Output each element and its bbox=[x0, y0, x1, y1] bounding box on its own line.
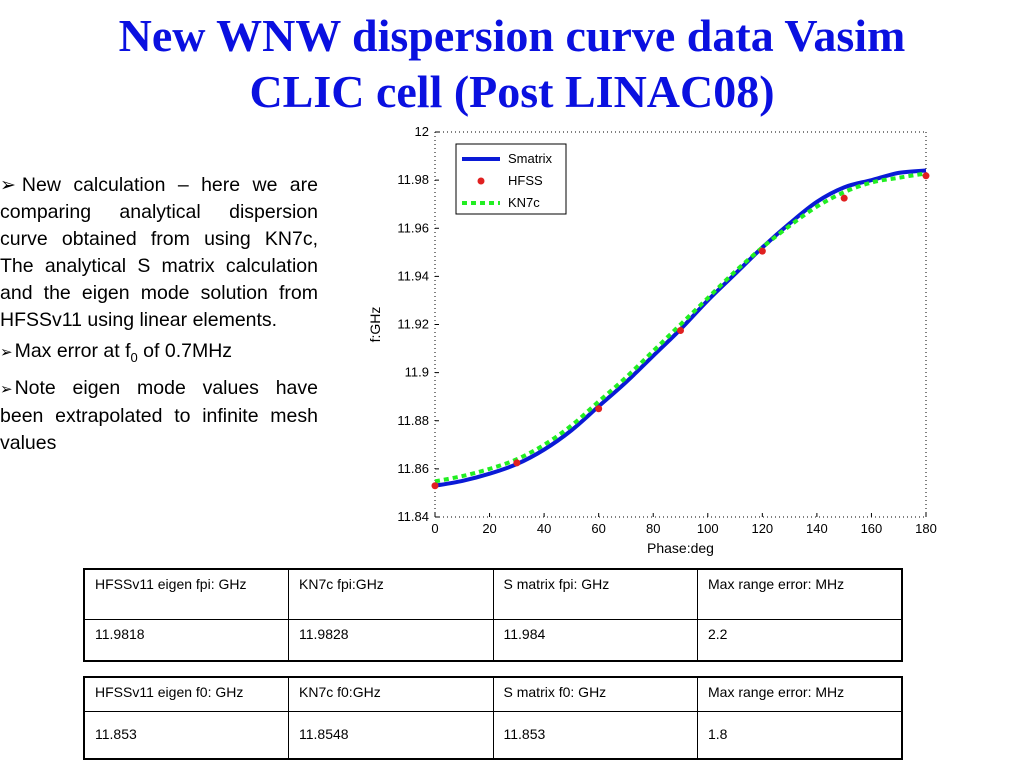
legend-swatch-hfss bbox=[477, 177, 485, 185]
x-tick-label: 180 bbox=[915, 521, 937, 536]
y-tick-label: 11.96 bbox=[397, 220, 429, 235]
hfss-data-point bbox=[758, 247, 766, 255]
table-header-cell: HFSSv11 eigen fpi: GHz bbox=[83, 568, 289, 620]
series-layer bbox=[431, 168, 930, 490]
table-row: 11.853 11.8548 11.853 1.8 bbox=[83, 710, 903, 760]
hfss-data-point bbox=[922, 172, 930, 180]
y-tick-label: 11.92 bbox=[397, 317, 429, 332]
table-cell: 11.9818 bbox=[83, 618, 289, 662]
table-row: 11.9818 11.9828 11.984 2.2 bbox=[83, 618, 903, 662]
table-header-cell: KN7c f0:GHz bbox=[288, 676, 494, 712]
bullet-list: ➢ New calculation – here we are comparing… bbox=[0, 172, 318, 461]
y-tick-label: 11.98 bbox=[397, 172, 429, 187]
bullet-text: Max error at f bbox=[14, 340, 131, 362]
table-header-cell: HFSSv11 eigen f0: GHz bbox=[83, 676, 289, 712]
arrow-bullet-icon: ➢ bbox=[0, 380, 13, 398]
x-tick-label: 160 bbox=[861, 521, 883, 536]
slide-title-line2: CLIC cell (Post LINAC08) bbox=[249, 66, 775, 117]
x-tick-label: 20 bbox=[482, 521, 496, 536]
bullet-item-max-error: ➢ Max error at f0 of 0.7MHz bbox=[0, 338, 318, 371]
table-header-cell: Max range error: MHz bbox=[697, 568, 903, 620]
x-tick-label: 60 bbox=[591, 521, 605, 536]
table-header-cell: KN7c fpi:GHz bbox=[288, 568, 494, 620]
y-tick-label: 11.88 bbox=[397, 413, 429, 428]
y-tick-label: 11.9 bbox=[405, 365, 429, 380]
slide-title: New WNW dispersion curve data Vasim CLIC… bbox=[0, 8, 1024, 120]
table-cell: 11.853 bbox=[492, 710, 698, 760]
table-header-row: HFSSv11 eigen f0: GHz KN7c f0:GHz S matr… bbox=[83, 676, 903, 712]
legend-entry-kn7c: KN7c bbox=[508, 195, 540, 210]
legend: Smatrix HFSS KN7c bbox=[455, 143, 567, 215]
y-tick-label: 11.94 bbox=[397, 268, 429, 283]
hfss-data-point bbox=[595, 405, 603, 413]
x-tick-label: 40 bbox=[537, 521, 551, 536]
table-header-cell: S matrix fpi: GHz bbox=[492, 568, 698, 620]
table-cell: 2.2 bbox=[697, 618, 903, 662]
table-header-cell: Max range error: MHz bbox=[697, 676, 903, 712]
bullet-text: New calculation – here we are comparing … bbox=[0, 174, 318, 331]
axes: 0 20 40 60 80 100 120 140 160 180 11.84 11.86 11.88 1… bbox=[367, 124, 937, 556]
arrow-bullet-icon: ➢ bbox=[0, 344, 13, 361]
bullet-item-eigen-note: ➢ Note eigen mode values have been extrap… bbox=[0, 375, 318, 457]
series-line-kn7c bbox=[434, 171, 927, 484]
table-header-cell: S matrix f0: GHz bbox=[492, 676, 698, 712]
table-cell: 11.984 bbox=[492, 618, 698, 662]
table-cell: 11.9828 bbox=[288, 618, 494, 662]
bullet-text-suffix: of 0.7MHz bbox=[137, 340, 233, 362]
x-axis-title: Phase:deg bbox=[647, 540, 714, 556]
bullet-text: Note eigen mode values have been extrapo… bbox=[0, 376, 318, 454]
y-tick-label: 11.84 bbox=[397, 509, 429, 524]
x-tick-label: 100 bbox=[697, 521, 719, 536]
x-tick-label: 80 bbox=[646, 521, 660, 536]
legend-entry-smatrix: Smatrix bbox=[508, 151, 553, 166]
table-cell: 11.8548 bbox=[288, 710, 494, 760]
table-cell: 11.853 bbox=[83, 710, 289, 760]
slide-title-line1: New WNW dispersion curve data Vasim bbox=[118, 10, 906, 61]
fpi-table: HFSSv11 eigen fpi: GHz KN7c fpi:GHz S ma… bbox=[83, 568, 903, 662]
legend-entry-hfss: HFSS bbox=[508, 173, 543, 188]
y-tick-label: 12 bbox=[415, 124, 429, 139]
f0-table: HFSSv11 eigen f0: GHz KN7c f0:GHz S matr… bbox=[83, 676, 903, 760]
table-cell: 1.8 bbox=[697, 710, 903, 760]
x-tick-label: 140 bbox=[806, 521, 828, 536]
hfss-data-point bbox=[677, 327, 684, 335]
x-tick-label: 0 bbox=[431, 521, 438, 536]
y-tick-label: 11.86 bbox=[397, 461, 429, 476]
hfss-data-point bbox=[840, 194, 848, 202]
y-axis-title: f:GHz bbox=[367, 307, 383, 343]
x-tick-label: 120 bbox=[751, 521, 773, 536]
bullet-subscript: 0 bbox=[130, 349, 138, 365]
arrow-bullet-icon: ➢ bbox=[0, 175, 16, 196]
bullet-item-new-calculation: ➢ New calculation – here we are comparing… bbox=[0, 172, 318, 334]
table-header-row: HFSSv11 eigen fpi: GHz KN7c fpi:GHz S ma… bbox=[83, 568, 903, 620]
dispersion-chart: 0 20 40 60 80 100 120 140 160 180 11.84 11.86 11.88 1… bbox=[367, 124, 937, 556]
hfss-data-point bbox=[513, 459, 521, 467]
hfss-data-point bbox=[431, 482, 439, 490]
